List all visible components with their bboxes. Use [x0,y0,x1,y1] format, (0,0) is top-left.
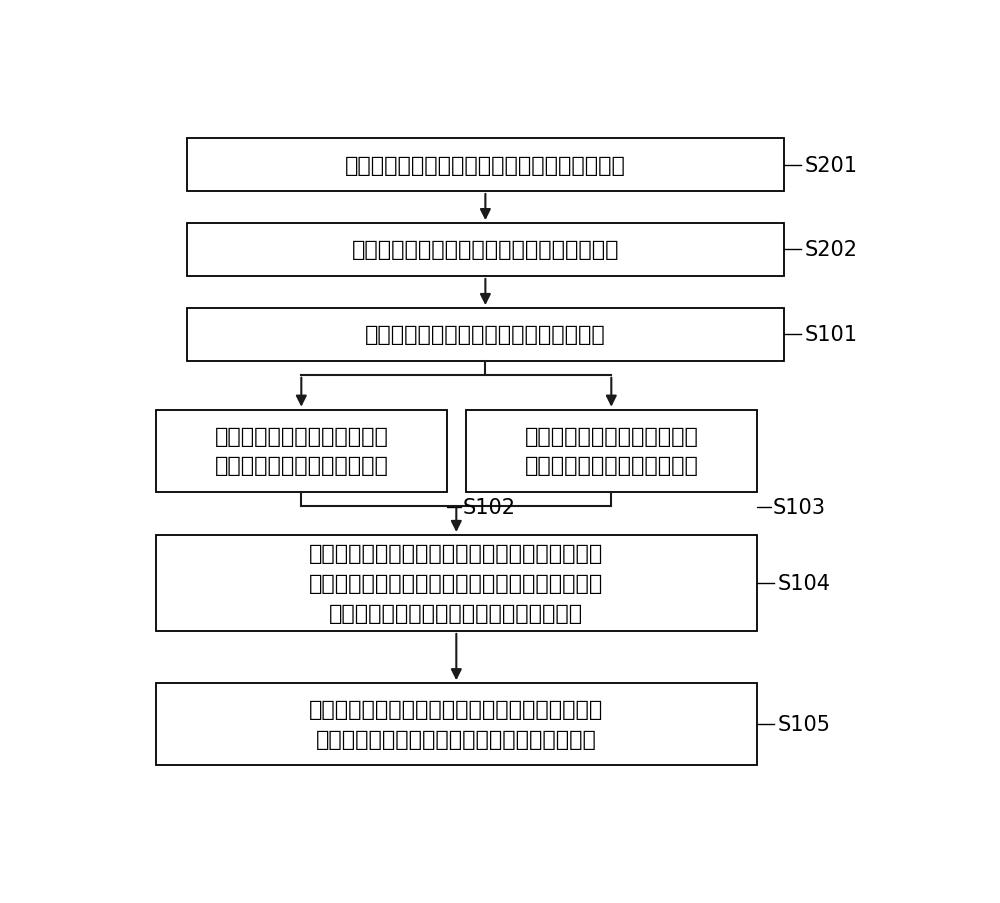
Bar [466,410,757,492]
Bar [187,309,784,361]
Bar [156,535,757,631]
Text: S101: S101 [805,325,858,345]
Text: 确定经高斯滤波后的尿液试纸图像的检测区域: 确定经高斯滤波后的尿液试纸图像的检测区域 [352,240,619,260]
Text: S105: S105 [778,714,831,734]
Text: 在多个综合色差值中，将数值最小的综合色差值对
应的预设标准色所表示的浓度，确定为检测结果: 在多个综合色差值中，将数值最小的综合色差值对 应的预设标准色所表示的浓度，确定为… [309,700,603,749]
Text: S103: S103 [772,498,825,517]
Text: S202: S202 [805,240,858,260]
Text: 采集尿液试纸图像并对所采集图像进行高斯滤波: 采集尿液试纸图像并对所采集图像进行高斯滤波 [345,155,626,175]
Bar [156,410,447,492]
Text: S104: S104 [778,573,831,593]
Text: S102: S102 [462,498,515,517]
Text: 计算目标颜色值与不同预设标
准色颜色值对应的第二色差值: 计算目标颜色值与不同预设标 准色颜色值对应的第二色差值 [524,426,698,476]
Text: S201: S201 [805,155,858,175]
Text: 计算目标颜色值与不同预设标
准色颜色值对应的第一色差值: 计算目标颜色值与不同预设标 准色颜色值对应的第一色差值 [214,426,388,476]
Bar [187,224,784,276]
Bar [156,684,757,766]
Bar [187,139,784,191]
Text: 确定尿液试纸图像检测区域的目标颜色值: 确定尿液试纸图像检测区域的目标颜色值 [365,325,606,345]
Text: 针对得到的多个第一色差值和多个第二色差值，将
与同一预设标准色颜色值对应的第一色差值和第二
色差值进行加权求和，得到多个综合色差值: 针对得到的多个第一色差值和多个第二色差值，将 与同一预设标准色颜色值对应的第一色… [309,544,603,623]
